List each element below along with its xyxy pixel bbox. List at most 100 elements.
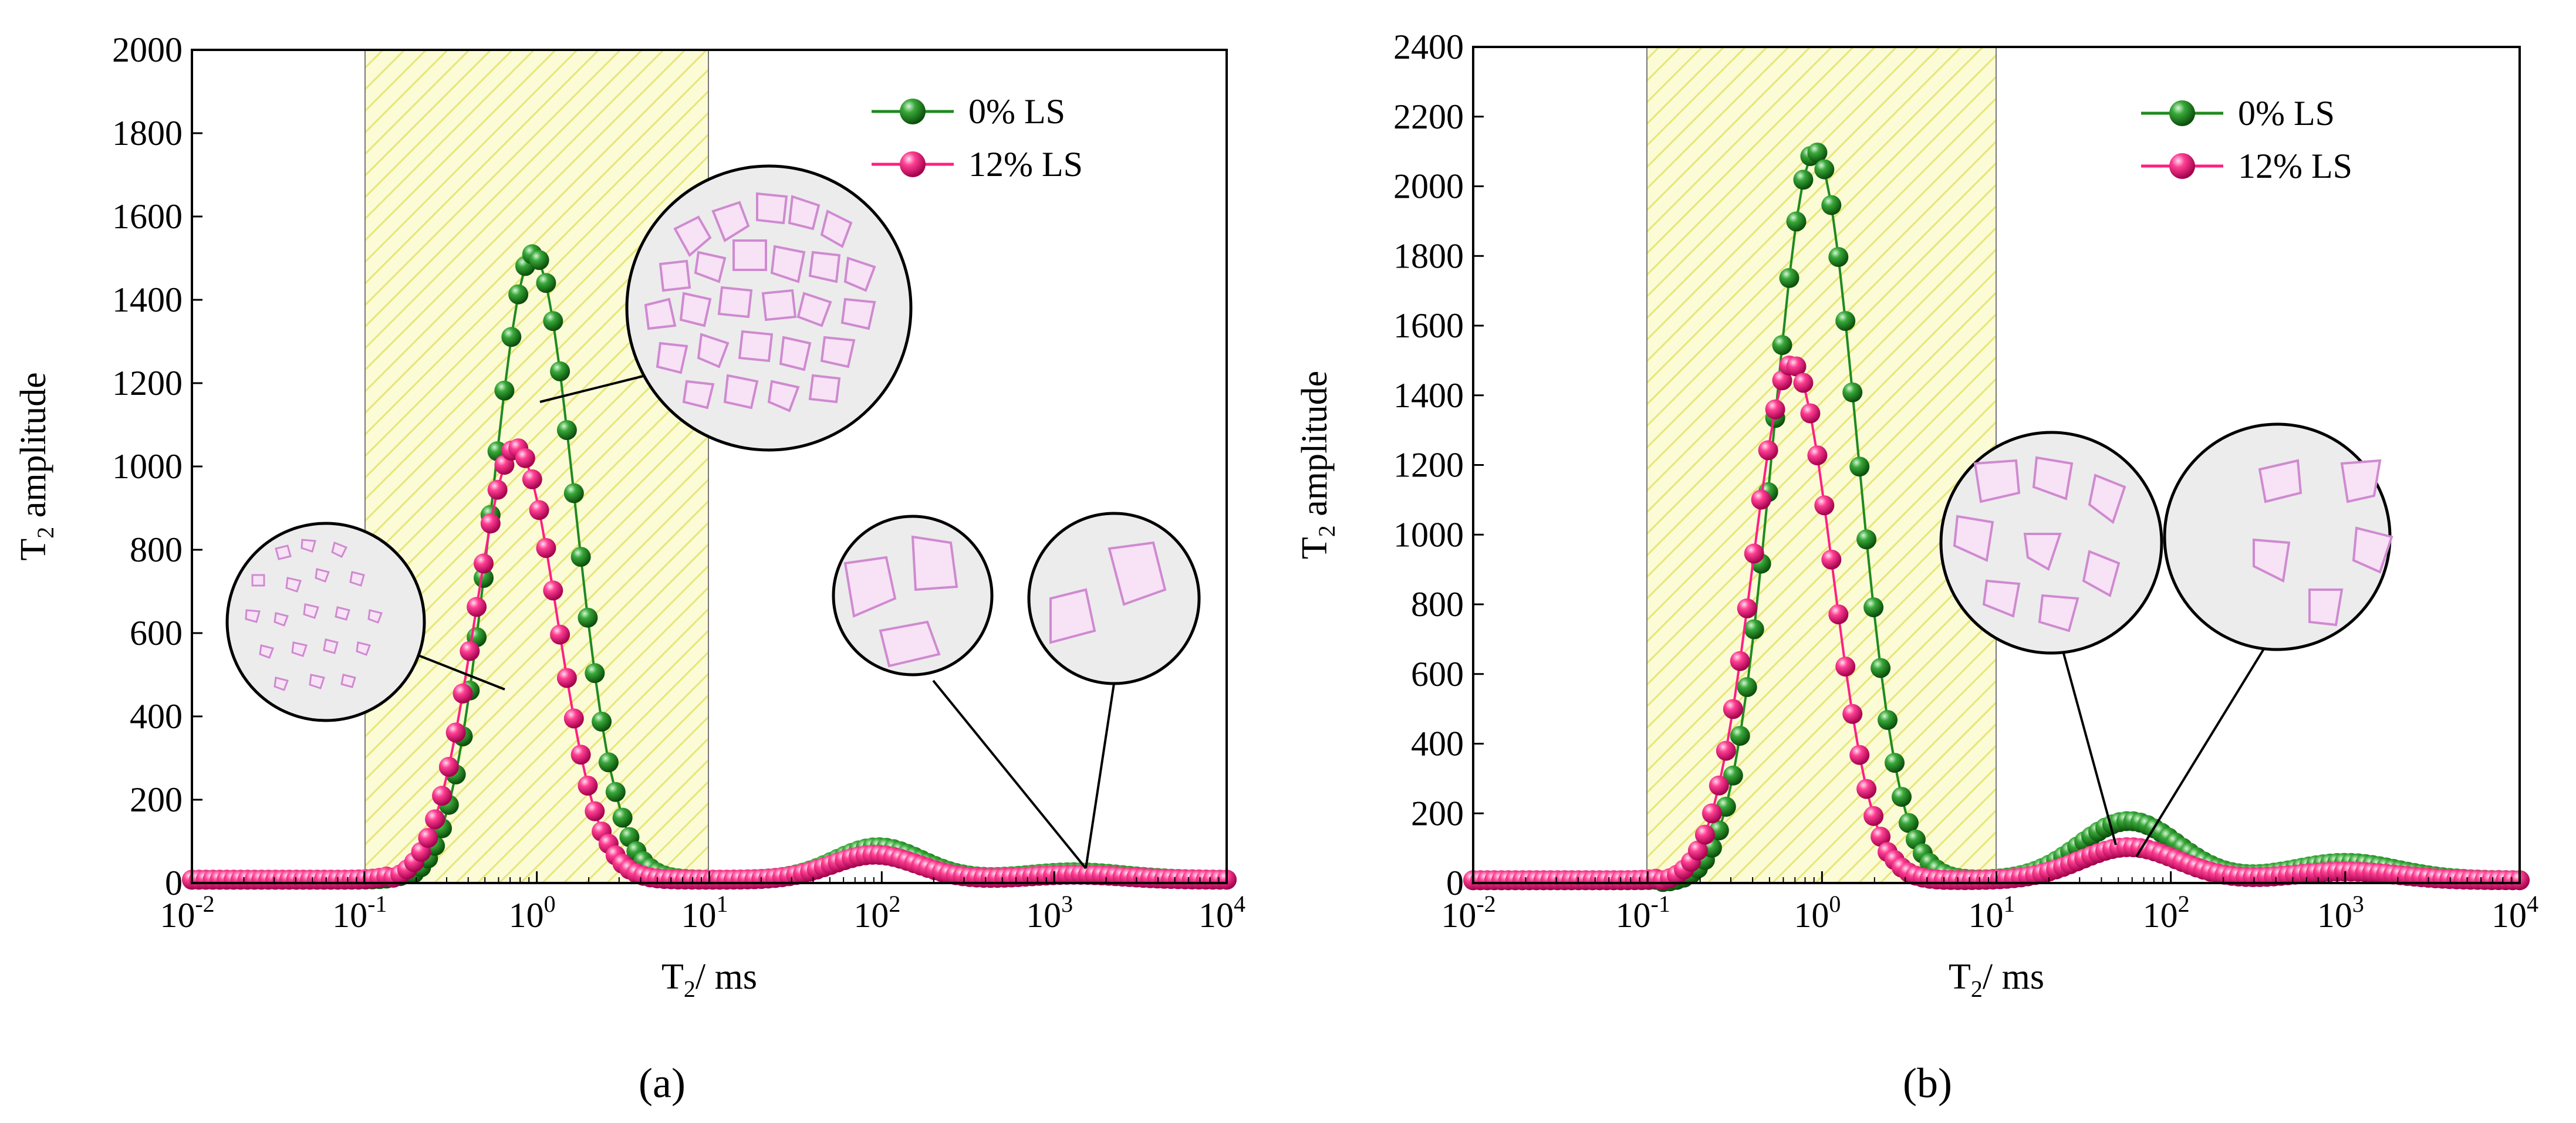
y-tick-label: 200 bbox=[1411, 794, 1464, 833]
series-layer bbox=[1463, 143, 2530, 892]
axes: 0 200 400 600 800 1000 1200 1400 1600 1800 2000 220… bbox=[1295, 28, 2538, 1002]
data-point bbox=[1758, 440, 1778, 461]
y-tick-label: 2200 bbox=[1393, 97, 1464, 136]
x-tick-label: 10-2 bbox=[1441, 891, 1495, 935]
data-point bbox=[1821, 195, 1842, 215]
data-point bbox=[1730, 726, 1750, 746]
data-point bbox=[1892, 787, 1912, 807]
data-point bbox=[432, 786, 452, 806]
data-point bbox=[563, 483, 584, 503]
y-tick-label: 1800 bbox=[1393, 236, 1464, 275]
data-point bbox=[578, 776, 598, 796]
data-point bbox=[1800, 403, 1821, 424]
data-point bbox=[570, 745, 591, 765]
legend-label: 0% LS bbox=[968, 92, 1065, 131]
data-point bbox=[1885, 753, 1905, 773]
x-tick-label: 100 bbox=[509, 891, 556, 935]
data-point bbox=[1871, 658, 1891, 678]
data-point bbox=[1807, 445, 1828, 466]
data-point bbox=[1849, 745, 1870, 765]
data-point bbox=[522, 469, 542, 489]
data-point bbox=[605, 782, 626, 802]
y-tick-label: 800 bbox=[1411, 585, 1464, 624]
data-point bbox=[474, 568, 494, 588]
data-point bbox=[1835, 311, 1856, 331]
data-point bbox=[1744, 619, 1764, 640]
data-point bbox=[1765, 399, 1785, 420]
y-tick-label: 800 bbox=[130, 530, 183, 569]
data-point bbox=[1751, 489, 1771, 510]
data-point bbox=[1716, 740, 1736, 761]
data-point bbox=[501, 327, 522, 347]
y-tick-label: 0 bbox=[1446, 864, 1464, 902]
data-point bbox=[1793, 170, 1814, 190]
data-point bbox=[1856, 779, 1877, 799]
y-tick-label: 2000 bbox=[112, 31, 183, 69]
data-point bbox=[529, 500, 549, 520]
axes: 0 200 400 600 800 1000 1200 1400 1600 1800 2000 10-… bbox=[13, 31, 1245, 1002]
data-point bbox=[578, 607, 598, 628]
data-point bbox=[1871, 827, 1891, 847]
data-point bbox=[1835, 657, 1856, 677]
x-tick-label: 100 bbox=[1794, 891, 1841, 935]
data-point bbox=[494, 380, 515, 401]
data-point bbox=[543, 580, 563, 601]
x-tick-label: 104 bbox=[1198, 891, 1245, 935]
data-point bbox=[1828, 247, 1849, 267]
pore-illustration-big bbox=[1027, 512, 1201, 869]
data-point bbox=[1786, 356, 1807, 377]
data-point bbox=[1694, 824, 1715, 845]
y-tick-label: 1400 bbox=[1393, 376, 1464, 415]
data-point bbox=[1737, 677, 1757, 697]
data-point bbox=[1898, 813, 1919, 833]
data-point bbox=[467, 597, 487, 617]
y-tick-label: 400 bbox=[130, 697, 183, 736]
pore-illustration-large bbox=[539, 164, 913, 452]
y-tick-label: 600 bbox=[1411, 655, 1464, 694]
x-tick-label: 102 bbox=[853, 891, 900, 935]
data-point bbox=[418, 828, 438, 848]
data-point bbox=[1793, 373, 1814, 393]
x-tick-label: 101 bbox=[1969, 891, 2015, 935]
data-point bbox=[1807, 143, 1828, 163]
data-point bbox=[1821, 549, 1842, 570]
x-axis-label: T2/ ms bbox=[661, 957, 757, 1002]
y-tick-label: 1600 bbox=[1393, 306, 1464, 345]
data-point bbox=[460, 641, 480, 661]
pore-illustration-medium bbox=[832, 515, 1087, 870]
data-point bbox=[550, 624, 570, 645]
y-axis-label: T2 amplitude bbox=[13, 372, 59, 560]
data-point bbox=[570, 547, 591, 567]
data-point bbox=[425, 809, 445, 830]
data-point bbox=[1744, 543, 1764, 564]
x-tick-label: 102 bbox=[2143, 891, 2190, 935]
legend-marker bbox=[900, 151, 926, 177]
x-tick-label: 103 bbox=[2317, 891, 2364, 935]
y-tick-label: 1800 bbox=[112, 114, 183, 153]
y-tick-label: 200 bbox=[130, 780, 183, 819]
data-point bbox=[612, 807, 633, 828]
legend: 0% LS 12% LS bbox=[2141, 94, 2352, 185]
y-tick-label: 1200 bbox=[1393, 446, 1464, 485]
data-point bbox=[536, 538, 556, 558]
data-point bbox=[1779, 268, 1800, 288]
data-point bbox=[550, 361, 570, 381]
data-point bbox=[1730, 651, 1750, 671]
data-point bbox=[1842, 382, 1863, 402]
data-point bbox=[529, 250, 549, 270]
data-point bbox=[1863, 806, 1884, 826]
shaded-region bbox=[365, 50, 708, 883]
y-tick-label: 1200 bbox=[112, 364, 183, 402]
data-point bbox=[592, 711, 612, 732]
x-tick-label: 10-1 bbox=[1616, 891, 1670, 935]
chart-panel-b: 0% LS 12% LS 0 200 400 600 800 1000 1200 1400 160… bbox=[1295, 28, 2538, 1107]
data-point bbox=[598, 752, 619, 773]
data-point bbox=[453, 684, 473, 703]
data-point bbox=[1878, 710, 1898, 730]
pore-illustration-small bbox=[225, 522, 505, 722]
data-point bbox=[1828, 604, 1849, 625]
data-point bbox=[556, 668, 577, 688]
y-tick-label: 0 bbox=[165, 864, 183, 902]
data-point bbox=[480, 513, 501, 534]
